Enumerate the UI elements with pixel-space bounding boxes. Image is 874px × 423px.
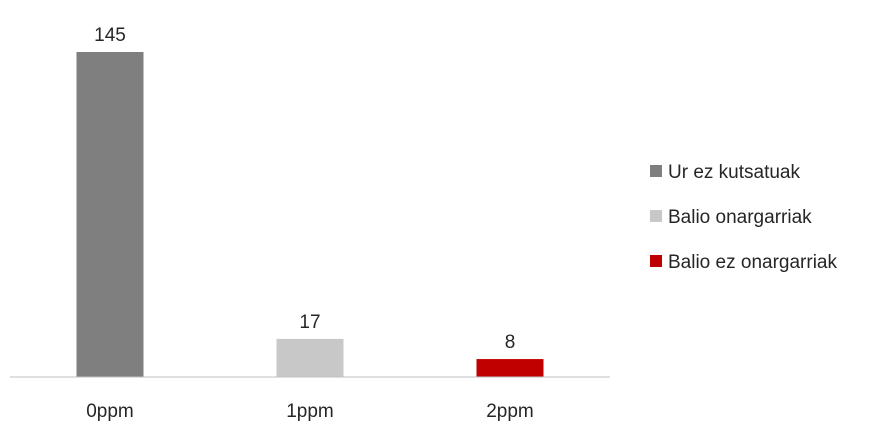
- bars-group: [76, 52, 544, 377]
- bar: [276, 338, 344, 377]
- bar-value-label: 17: [299, 312, 320, 333]
- x-tick-label: 1ppm: [286, 401, 334, 422]
- bar: [76, 52, 144, 377]
- x-tick-label: 2ppm: [486, 401, 534, 422]
- legend-swatch: [650, 165, 662, 177]
- legend: Ur ez kutsatuak Balio onargarriak Balio ez…: [650, 162, 837, 273]
- legend-entry-label: Ur ez kutsatuak: [668, 162, 800, 183]
- legend-swatch: [650, 255, 662, 267]
- legend-swatch: [650, 210, 662, 222]
- data-labels-group: 145 17 8: [94, 25, 515, 353]
- bar: [476, 359, 544, 377]
- x-tick-labels-group: 0ppm 1ppm 2ppm: [86, 401, 534, 422]
- x-tick-label: 0ppm: [86, 401, 134, 422]
- legend-entry-label: Balio onargarriak: [668, 207, 812, 228]
- legend-entry-label: Balio ez onargarriak: [668, 252, 837, 273]
- bar-value-label: 145: [94, 25, 126, 46]
- bar-value-label: 8: [505, 332, 516, 353]
